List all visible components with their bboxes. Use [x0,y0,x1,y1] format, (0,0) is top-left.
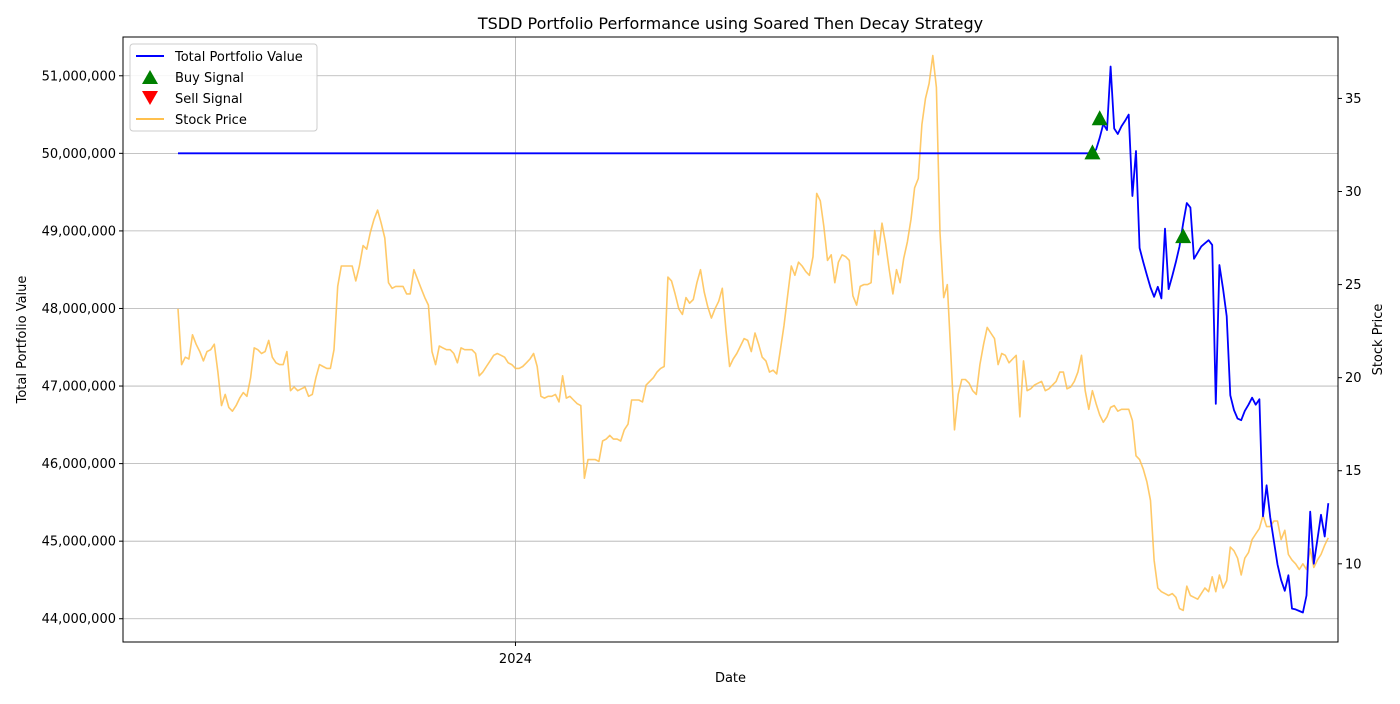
legend-label-portfolio: Total Portfolio Value [174,50,303,65]
buy-signal-marker [1175,228,1192,244]
ticks-layer: 44,000,000 45,000,000 46,000,000 47,000,000… [42,69,1362,667]
y-left-tick-label: 48,000,000 [42,302,116,317]
y-right-tick-label: 35 [1345,92,1362,107]
legend-label-stock: Stock Price [175,113,247,128]
y-right-tick-label: 10 [1345,557,1362,572]
y-left-tick-label: 45,000,000 [42,535,116,550]
legend-swatch-buy [142,70,158,84]
legend-label-buy: Buy Signal [175,71,244,86]
plot-frame [122,36,1339,643]
y-left-tick-label: 49,000,000 [42,224,116,239]
y-right-tick-label: 15 [1345,464,1362,479]
x-axis-title: Date [715,671,746,686]
y-left-tick-label: 46,000,000 [42,457,116,472]
y-left-tick-label: 51,000,000 [42,69,116,84]
legend-label-sell: Sell Signal [175,92,243,107]
buy-signal-marker [1091,110,1108,126]
y-right-tick-label: 30 [1345,185,1362,200]
legend-box [129,43,318,132]
y-left-tick-label: 50,000,000 [42,147,116,162]
portfolio-value-line [178,65,1330,614]
legend: Total Portfolio Value Buy Signal Sell Si… [129,43,318,132]
y-right-tick-label: 25 [1345,278,1362,293]
legend-swatch-sell [142,91,158,105]
series-layer [177,54,1330,614]
y-axis-title-left: Total Portfolio Value [15,276,30,405]
stock-price-line [177,54,1330,612]
y-axis-title-right: Stock Price [1371,304,1386,376]
y-right-tick-label: 20 [1345,371,1362,386]
y-left-tick-label: 47,000,000 [42,380,116,395]
marker-layer [1084,110,1192,244]
x-tick-label: 2024 [499,652,532,667]
chart-title: TSDD Portfolio Performance using Soared … [477,14,983,33]
y-left-tick-label: 44,000,000 [42,612,116,627]
buy-signal-marker [1084,144,1101,160]
